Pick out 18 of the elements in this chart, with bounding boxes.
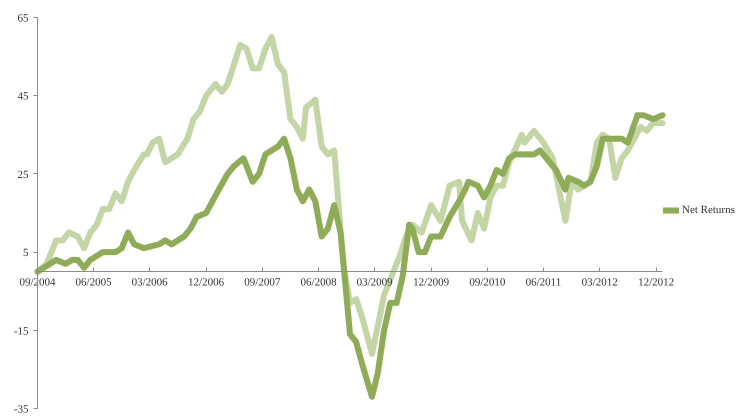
x-tick-label: 09/2007 xyxy=(244,276,281,289)
x-tick-label: 03/2009 xyxy=(356,276,394,289)
x-tick-label: 12/2006 xyxy=(188,276,225,289)
x-tick-label: 03/2012 xyxy=(582,276,618,289)
y-tick-label: 25 xyxy=(18,168,29,181)
y-tick-label: -15 xyxy=(14,325,29,338)
x-tick-label: 06/2005 xyxy=(76,276,112,289)
x-tick-label: 06/2011 xyxy=(526,276,562,289)
legend-label: Net Returns xyxy=(682,204,735,216)
x-tick-label: 12/2009 xyxy=(413,276,450,289)
x-tick-label: 09/2010 xyxy=(469,276,506,289)
x-tick-label: 12/2012 xyxy=(638,276,674,289)
y-tick-label: 65 xyxy=(18,12,29,24)
x-tick-label: 06/2008 xyxy=(300,276,338,289)
y-tick-label: 5 xyxy=(23,247,29,260)
y-tick-label: 45 xyxy=(18,90,29,103)
x-tick-label: 03/2006 xyxy=(132,276,168,289)
y-tick-label: -35 xyxy=(14,404,29,416)
